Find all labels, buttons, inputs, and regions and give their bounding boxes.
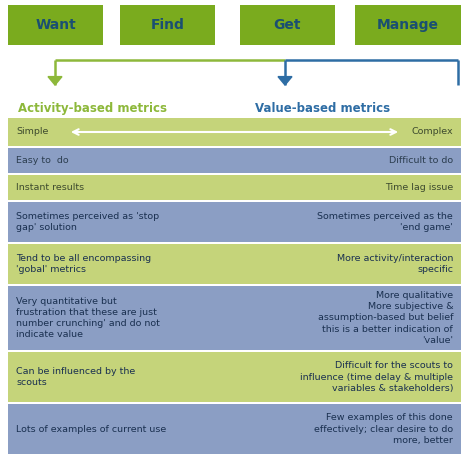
Bar — [8, 118, 461, 146]
Text: Find: Find — [151, 18, 184, 32]
Text: Time lag issue: Time lag issue — [385, 183, 453, 192]
Text: Lots of examples of current use: Lots of examples of current use — [16, 424, 166, 433]
Text: Activity-based metrics: Activity-based metrics — [18, 102, 167, 115]
Bar — [8, 244, 461, 284]
Text: Tend to be all encompassing
'gobal' metrics: Tend to be all encompassing 'gobal' metr… — [16, 254, 151, 274]
Bar — [8, 286, 461, 350]
Text: Want: Want — [35, 18, 76, 32]
Text: More activity/interaction
specific: More activity/interaction specific — [337, 254, 453, 274]
Text: Very quantitative but
frustration that these are just
number crunching' and do n: Very quantitative but frustration that t… — [16, 297, 160, 339]
Text: Instant results: Instant results — [16, 183, 84, 192]
Bar — [8, 202, 461, 242]
Polygon shape — [48, 77, 62, 85]
Text: Difficult for the scouts to
influence (time delay & multiple
variables & stakeho: Difficult for the scouts to influence (t… — [300, 361, 453, 393]
Bar — [355, 5, 461, 45]
Text: Value-based metrics: Value-based metrics — [255, 102, 390, 115]
Text: Sometimes perceived as 'stop
gap' solution: Sometimes perceived as 'stop gap' soluti… — [16, 212, 159, 232]
Polygon shape — [278, 77, 292, 85]
Bar — [8, 148, 461, 173]
Text: Manage: Manage — [377, 18, 439, 32]
Text: Can be influenced by the
scouts: Can be influenced by the scouts — [16, 367, 135, 387]
Bar — [240, 5, 335, 45]
Bar — [8, 5, 103, 45]
Bar — [8, 352, 461, 402]
Text: Easy to  do: Easy to do — [16, 156, 68, 165]
Text: Few examples of this done
effectively; clear desire to do
more, better: Few examples of this done effectively; c… — [314, 414, 453, 445]
Text: Sometimes perceived as the
'end game': Sometimes perceived as the 'end game' — [317, 212, 453, 232]
Bar — [8, 175, 461, 200]
Bar — [8, 404, 461, 454]
Text: Difficult to do: Difficult to do — [389, 156, 453, 165]
Bar — [120, 5, 215, 45]
Text: Simple: Simple — [16, 128, 48, 137]
Text: More qualitative
More subjective &
assumption-based but belief
this is a better : More qualitative More subjective & assum… — [318, 291, 453, 345]
Text: Complex: Complex — [411, 128, 453, 137]
Text: Get: Get — [274, 18, 301, 32]
